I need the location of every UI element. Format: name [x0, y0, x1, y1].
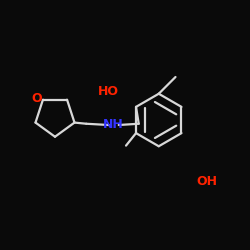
- Text: O: O: [32, 92, 42, 105]
- Text: OH: OH: [196, 175, 217, 188]
- Text: NH: NH: [104, 118, 124, 132]
- Text: HO: HO: [98, 85, 119, 98]
